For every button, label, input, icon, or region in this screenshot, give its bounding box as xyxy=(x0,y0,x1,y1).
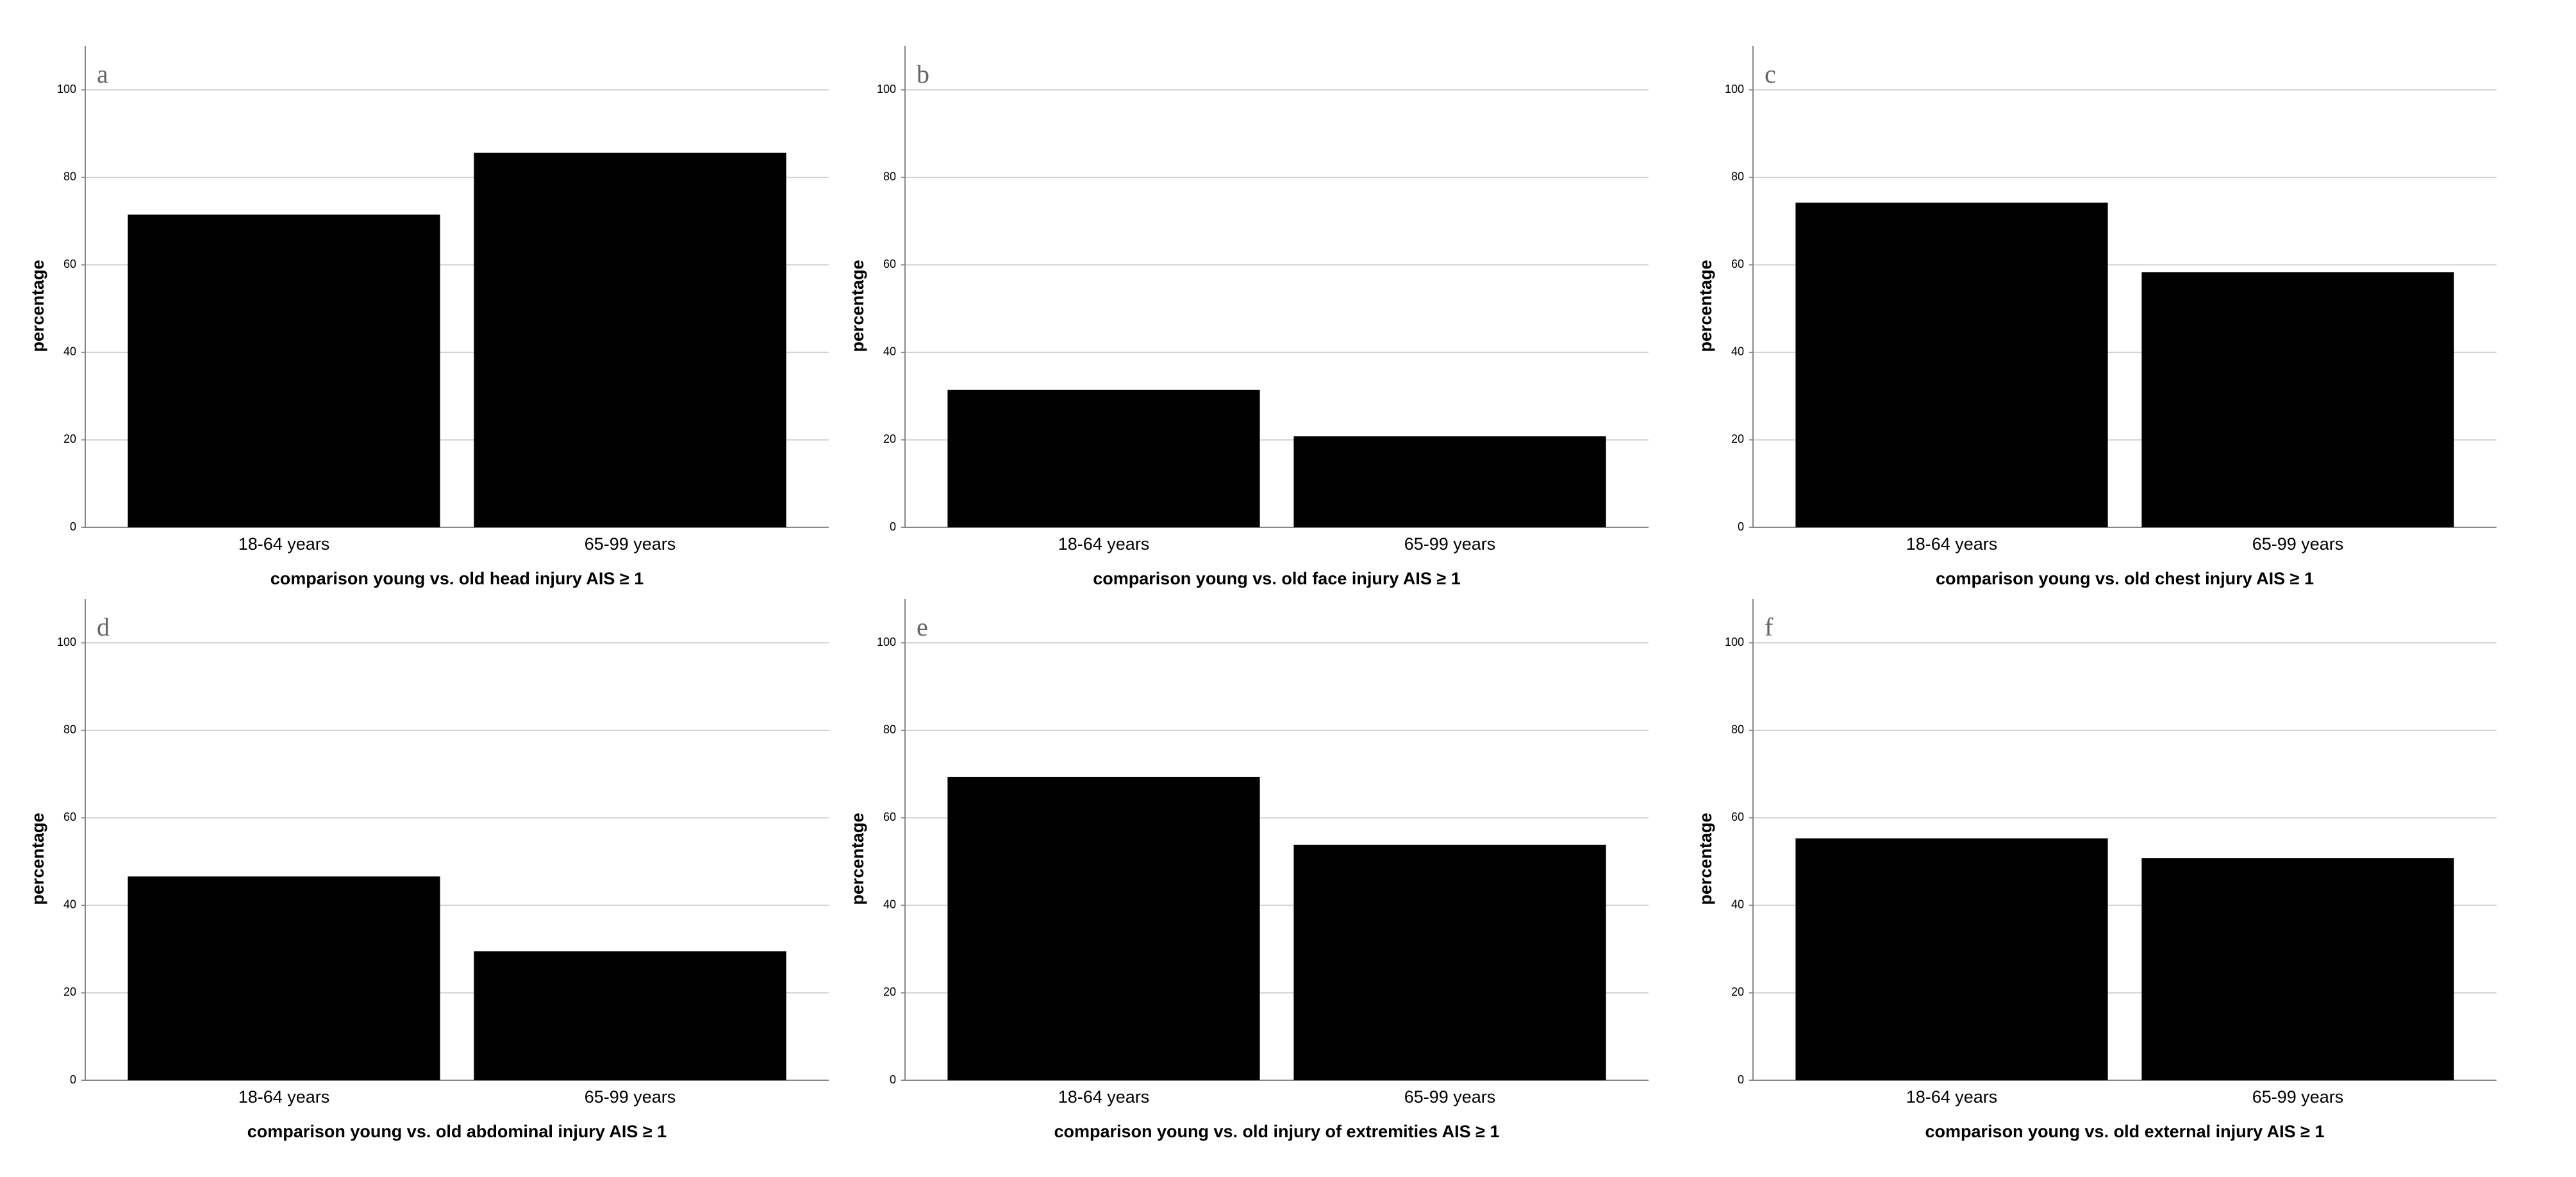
x-tick-label: 18-64 years xyxy=(1906,1087,1998,1107)
y-tick-label: 100 xyxy=(57,83,76,95)
panel-label: f xyxy=(1765,613,1774,641)
panel-label: c xyxy=(1765,60,1776,88)
x-axis-title: comparison young vs. old injury of extre… xyxy=(1054,1122,1500,1141)
y-tick-label: 20 xyxy=(63,432,76,445)
x-tick-label: 65-99 years xyxy=(1404,534,1496,554)
panel-label: e xyxy=(917,613,928,641)
x-tick-label: 65-99 years xyxy=(585,534,676,554)
y-tick-label: 0 xyxy=(70,1073,76,1086)
y-tick-label: 40 xyxy=(883,898,896,911)
y-tick-label: 60 xyxy=(1731,811,1744,823)
bar xyxy=(1293,844,1606,1080)
y-tick-label: 20 xyxy=(1731,985,1744,998)
y-tick-label: 0 xyxy=(890,1073,896,1086)
y-tick-label: 100 xyxy=(57,636,76,648)
panel-label: b xyxy=(917,60,929,88)
y-tick-label: 40 xyxy=(1731,898,1744,911)
bar xyxy=(947,777,1260,1080)
x-tick-label: 18-64 years xyxy=(1058,1087,1150,1107)
y-tick-label: 80 xyxy=(883,170,896,183)
y-tick-label: 80 xyxy=(883,723,896,736)
panel-label: d xyxy=(97,613,110,641)
bar xyxy=(1795,838,2108,1080)
x-tick-label: 18-64 years xyxy=(238,534,330,554)
y-tick-label: 0 xyxy=(1738,520,1744,533)
y-tick-label: 80 xyxy=(1731,723,1744,736)
y-axis-title: percentage xyxy=(848,259,867,352)
y-tick-label: 100 xyxy=(1725,83,1744,95)
x-axis-title: comparison young vs. old abdominal injur… xyxy=(247,1122,667,1141)
y-tick-label: 80 xyxy=(63,723,76,736)
panel-label: a xyxy=(97,60,108,88)
x-axis-title: comparison young vs. old face injury AIS… xyxy=(1093,569,1460,588)
y-tick-label: 20 xyxy=(883,985,896,998)
y-tick-label: 40 xyxy=(883,345,896,358)
y-tick-label: 40 xyxy=(63,345,76,358)
y-axis-title: percentage xyxy=(28,259,47,352)
bar xyxy=(474,951,786,1080)
y-tick-label: 60 xyxy=(63,258,76,270)
y-axis-title: percentage xyxy=(848,812,867,905)
y-tick-label: 100 xyxy=(877,636,896,648)
y-tick-label: 0 xyxy=(70,520,76,533)
y-tick-label: 60 xyxy=(63,811,76,823)
y-tick-label: 20 xyxy=(883,432,896,445)
x-tick-label: 65-99 years xyxy=(2252,534,2344,554)
x-axis-title: comparison young vs. old chest injury AI… xyxy=(1936,569,2314,588)
y-tick-label: 0 xyxy=(890,520,896,533)
y-axis-title: percentage xyxy=(28,812,47,905)
bar xyxy=(1293,436,1606,527)
bar xyxy=(2141,858,2454,1080)
bar xyxy=(947,390,1260,527)
x-axis-title: comparison young vs. old head injury AIS… xyxy=(270,569,644,588)
y-axis-title: percentage xyxy=(1696,812,1715,905)
y-tick-label: 60 xyxy=(883,811,896,823)
y-tick-label: 80 xyxy=(1731,170,1744,183)
y-tick-label: 80 xyxy=(63,170,76,183)
x-tick-label: 18-64 years xyxy=(1058,534,1150,554)
y-tick-label: 0 xyxy=(1738,1073,1744,1086)
y-tick-label: 100 xyxy=(877,83,896,95)
y-tick-label: 40 xyxy=(1731,345,1744,358)
y-axis-title: percentage xyxy=(1696,259,1715,352)
x-tick-label: 65-99 years xyxy=(2252,1087,2344,1107)
bar xyxy=(474,152,786,527)
bar xyxy=(128,214,440,527)
y-tick-label: 100 xyxy=(1725,636,1744,648)
y-tick-label: 40 xyxy=(63,898,76,911)
y-tick-label: 20 xyxy=(63,985,76,998)
x-tick-label: 65-99 years xyxy=(1404,1087,1496,1107)
bar xyxy=(1795,202,2108,527)
bar xyxy=(128,876,440,1080)
y-tick-label: 60 xyxy=(1731,258,1744,270)
bar xyxy=(2141,272,2454,527)
y-tick-label: 20 xyxy=(1731,432,1744,445)
x-tick-label: 65-99 years xyxy=(585,1087,676,1107)
x-tick-label: 18-64 years xyxy=(238,1087,330,1107)
x-axis-title: comparison young vs. old external injury… xyxy=(1925,1122,2325,1141)
y-tick-label: 60 xyxy=(883,258,896,270)
x-tick-label: 18-64 years xyxy=(1906,534,1998,554)
